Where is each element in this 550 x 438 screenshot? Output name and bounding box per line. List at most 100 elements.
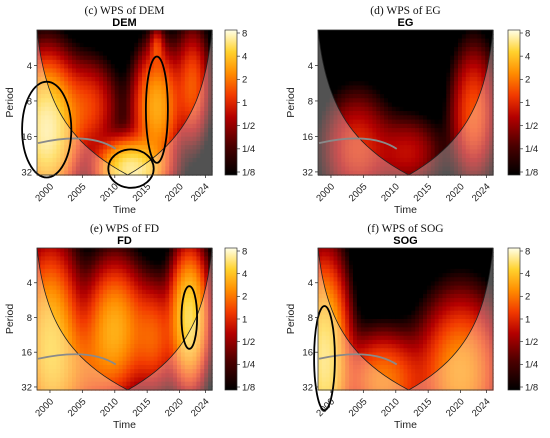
heatmap-cell — [60, 76, 65, 82]
heatmap-cell — [458, 145, 463, 151]
heatmap-cell — [180, 34, 186, 40]
heatmap-cell — [341, 153, 346, 159]
heatmap-cell — [477, 170, 482, 176]
heatmap-cell — [72, 369, 77, 374]
heatmap-cell — [130, 38, 135, 44]
colorbar-tick-label: 8 — [242, 28, 247, 39]
heatmap-cell — [99, 264, 104, 270]
heatmap-cell — [337, 162, 342, 168]
heatmap-cell — [142, 128, 147, 133]
heatmap-cell — [364, 149, 370, 155]
heatmap-cell — [60, 277, 65, 283]
heatmap-cell — [56, 298, 61, 303]
heatmap-cell — [415, 140, 420, 146]
heatmap-cell — [107, 252, 112, 257]
heatmap-cell — [450, 38, 455, 44]
heatmap-cell — [345, 273, 350, 278]
heatmap-cell — [99, 344, 104, 349]
heatmap-cell — [68, 30, 73, 35]
heatmap-cell — [364, 170, 370, 176]
heatmap-cell — [380, 145, 385, 151]
heatmap-cell — [349, 85, 354, 91]
heatmap-cell — [469, 47, 475, 52]
heatmap-cell — [72, 273, 77, 278]
heatmap-cell — [461, 42, 467, 48]
heatmap-cell — [95, 111, 100, 116]
heatmap-cell — [44, 51, 50, 57]
heatmap-cell — [489, 140, 494, 146]
heatmap-cell — [188, 123, 194, 129]
heatmap-cell — [64, 106, 69, 112]
heatmap-cell — [208, 339, 213, 345]
heatmap-cell — [469, 153, 475, 159]
heatmap-cell — [395, 170, 401, 176]
heatmap-cell — [52, 123, 58, 129]
heatmap-cell — [161, 166, 166, 172]
heatmap-cell — [91, 42, 96, 48]
heatmap-cell — [341, 360, 346, 366]
heatmap-cell — [130, 264, 135, 270]
heatmap-cell — [99, 55, 104, 61]
colorbar-tick-label: 1/2 — [242, 121, 255, 132]
heatmap-cell — [360, 42, 366, 48]
heatmap-cell — [114, 55, 120, 61]
colorbar-tick-label: 2 — [525, 75, 530, 86]
heatmap-cell — [481, 102, 486, 108]
heatmap-cell — [403, 81, 409, 87]
heatmap-cell — [391, 153, 397, 159]
heatmap-cells — [37, 248, 213, 391]
heatmap-cell — [442, 85, 447, 91]
heatmap-cell — [173, 145, 178, 151]
heatmap-cell — [37, 89, 42, 95]
heatmap-cell — [415, 111, 420, 116]
heatmap-cell — [188, 111, 194, 116]
heatmap-cell — [52, 111, 58, 116]
heatmap-cell — [200, 381, 205, 387]
heatmap-cell — [91, 348, 96, 354]
heatmap-cell — [450, 106, 455, 112]
heatmap-cell — [341, 344, 346, 349]
heatmap-cell — [391, 68, 397, 74]
heatmap-cell — [192, 348, 198, 354]
heatmap-cell — [426, 123, 432, 129]
heatmap-cell — [188, 72, 194, 78]
heatmap-cell — [44, 310, 50, 316]
heatmap-cell — [75, 298, 81, 303]
heatmap-cell — [118, 119, 124, 125]
heatmap-cell — [318, 373, 323, 379]
heatmap-cell — [130, 47, 135, 52]
heatmap-cell — [40, 252, 46, 257]
heatmap-cell — [469, 55, 475, 61]
heatmap-cell — [325, 149, 331, 155]
heatmap-cell — [68, 348, 73, 354]
heatmap-cell — [52, 128, 58, 133]
heatmap-cell — [68, 89, 73, 95]
heatmap-cell — [64, 369, 69, 374]
heatmap-cell — [196, 123, 201, 129]
heatmap-cell — [423, 132, 428, 138]
heatmap-cell — [321, 42, 327, 48]
heatmap-cell — [68, 293, 73, 299]
heatmap-cell — [91, 59, 96, 65]
heatmap-cell — [165, 360, 170, 366]
heatmap-cell — [79, 55, 85, 61]
heatmap-cell — [103, 72, 108, 78]
heatmap-cell — [442, 153, 447, 159]
y-axis-label: Period — [4, 87, 16, 118]
heatmap-cell — [52, 344, 58, 349]
heatmap-cell — [438, 38, 444, 44]
heatmap-cell — [122, 273, 128, 278]
heatmap-cell — [99, 119, 104, 125]
heatmap-cell — [411, 136, 416, 142]
heatmap-cell — [72, 252, 77, 257]
heatmap-cell — [126, 51, 131, 57]
heatmap-cell — [321, 157, 327, 163]
heatmap-cell — [345, 319, 350, 324]
heatmap-cell — [329, 298, 335, 303]
heatmap-cell — [83, 256, 89, 262]
heatmap-cell — [208, 298, 213, 303]
heatmap-cell — [44, 364, 50, 370]
heatmap-cell — [458, 30, 463, 35]
heatmap-cell — [329, 360, 335, 366]
heatmap-cell — [477, 89, 482, 95]
